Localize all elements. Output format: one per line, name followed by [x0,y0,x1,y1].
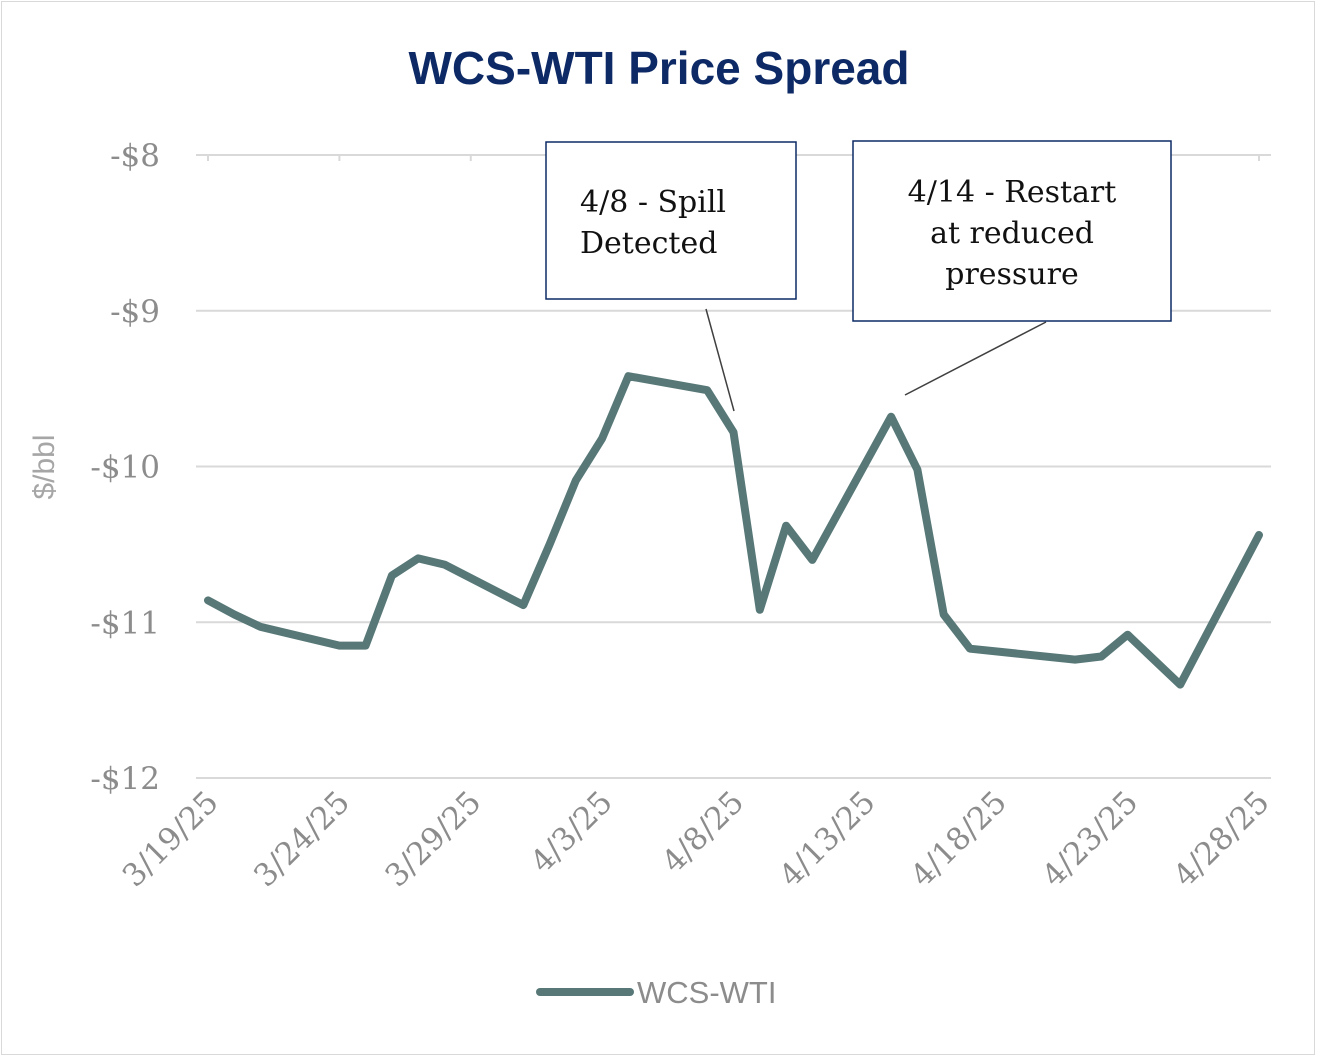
annotation-layer: 4/8 - Spill Detected 4/14 - Restart at redu… [545,140,1172,412]
x-tick-label: 3/24/25 [247,784,357,894]
y-tick-label: -$8 [110,138,160,174]
x-tick-label: 3/19/25 [116,784,226,894]
y-axis-label: $/bbl [28,434,61,499]
y-tick-label: -$9 [110,294,160,330]
annotation-text: 4/8 - Spill [580,185,726,220]
x-tick-label: 3/29/25 [378,784,488,894]
annotation-leader-line [904,321,1047,396]
x-tick-label: 4/13/25 [773,784,883,894]
annotation-box [545,141,797,300]
series-line-wcs-wti [204,372,1263,689]
annotation-text: at reduced [930,216,1094,251]
y-tick-label: -$11 [90,605,160,641]
annotation-leader-line [705,308,735,412]
x-tick-label: 4/28/25 [1167,784,1277,894]
chart-title: WCS-WTI Price Spread [409,42,910,94]
annotation-text: pressure [945,257,1079,292]
annotation-text: Detected [580,226,717,261]
x-tick-label: 4/3/25 [524,784,620,880]
annotation-box [852,140,1172,322]
legend-label: WCS-WTI [637,975,776,1010]
y-tick-label: -$12 [90,761,160,797]
annotation-text: 4/14 - Restart [908,175,1117,210]
x-tick-labels: 3/19/25 3/24/25 3/29/25 4/3/25 4/8/25 4/13/25… [116,784,1277,894]
x-tick-label: 4/18/25 [904,784,1014,894]
x-tick-label: 4/23/25 [1035,784,1145,894]
legend: WCS-WTI [536,975,776,1010]
series-layer [204,372,1263,689]
x-tick-label: 4/8/25 [655,784,751,880]
y-tick-labels: -$8 -$9 -$10 -$11 -$12 [90,138,160,797]
y-tick-label: -$10 [90,450,160,486]
